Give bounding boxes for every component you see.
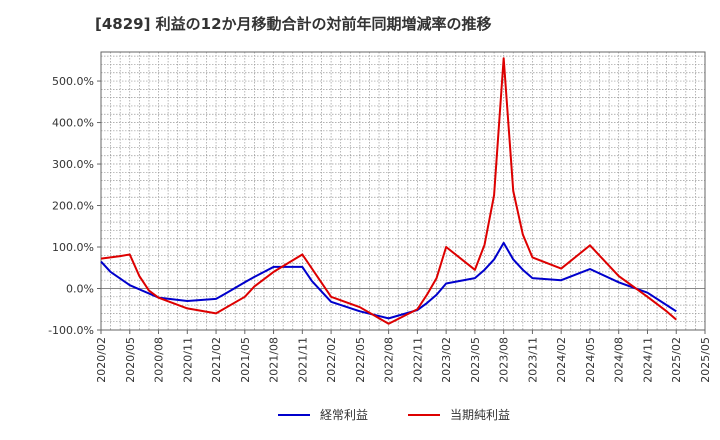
x-tick-label: 2024/05 [584,337,597,383]
x-tick-label: 2022/08 [383,337,396,383]
legend: 経常利益 当期純利益 [278,408,510,422]
x-tick-label: 2023/11 [526,337,539,383]
chart-title: [4829] 利益の12か月移動合計の対前年同期増減率の推移 [95,15,492,33]
x-tick-label: 2021/11 [296,337,309,383]
x-tick-label: 2024/08 [613,337,626,383]
series-line-0 [100,241,677,320]
x-tick-label: 2020/02 [95,337,108,383]
x-tick-label: 2024/11 [641,337,654,383]
y-tick-label: 300.0% [52,158,94,171]
x-tick-label: 2024/02 [555,337,568,383]
x-tick-label: 2022/11 [411,337,424,383]
y-tick-label: 400.0% [52,117,94,130]
x-axis-ticks: 2020/02 2020/05 2020/08 2020/11 2021/02 2021/… [95,330,712,383]
x-tick-label: 2022/05 [354,337,367,383]
plot-frame [100,51,706,331]
grid [101,52,705,330]
x-tick-label: 2021/08 [268,337,281,383]
x-tick-label: 2020/11 [181,337,194,383]
x-tick-label: 2023/02 [440,337,453,383]
x-tick-label: 2023/05 [469,337,482,383]
x-tick-label: 2022/02 [325,337,338,383]
x-tick-label: 2023/08 [498,337,511,383]
legend-label-junrieki: 当期純利益 [450,408,510,422]
y-tick-label: 0.0% [66,283,94,296]
legend-label-keijo: 経常利益 [320,408,368,422]
series-line-1 [100,57,677,325]
y-tick-label: 100.0% [52,241,94,254]
y-tick-label: 500.0% [52,75,94,88]
x-tick-label: 2021/05 [239,337,252,383]
series-lines [100,57,677,325]
y-tick-label: 200.0% [52,200,94,213]
x-tick-label: 2025/02 [670,337,683,383]
x-tick-label: 2025/05 [699,337,712,383]
y-axis-ticks: -100.0% 0.0% 100.0% 200.0% 300.0% 400.0% 500.0… [48,75,101,337]
x-tick-label: 2020/08 [153,337,166,383]
y-tick-label: -100.0% [48,324,94,337]
x-tick-label: 2020/05 [124,337,137,383]
x-tick-label: 2021/02 [210,337,223,383]
